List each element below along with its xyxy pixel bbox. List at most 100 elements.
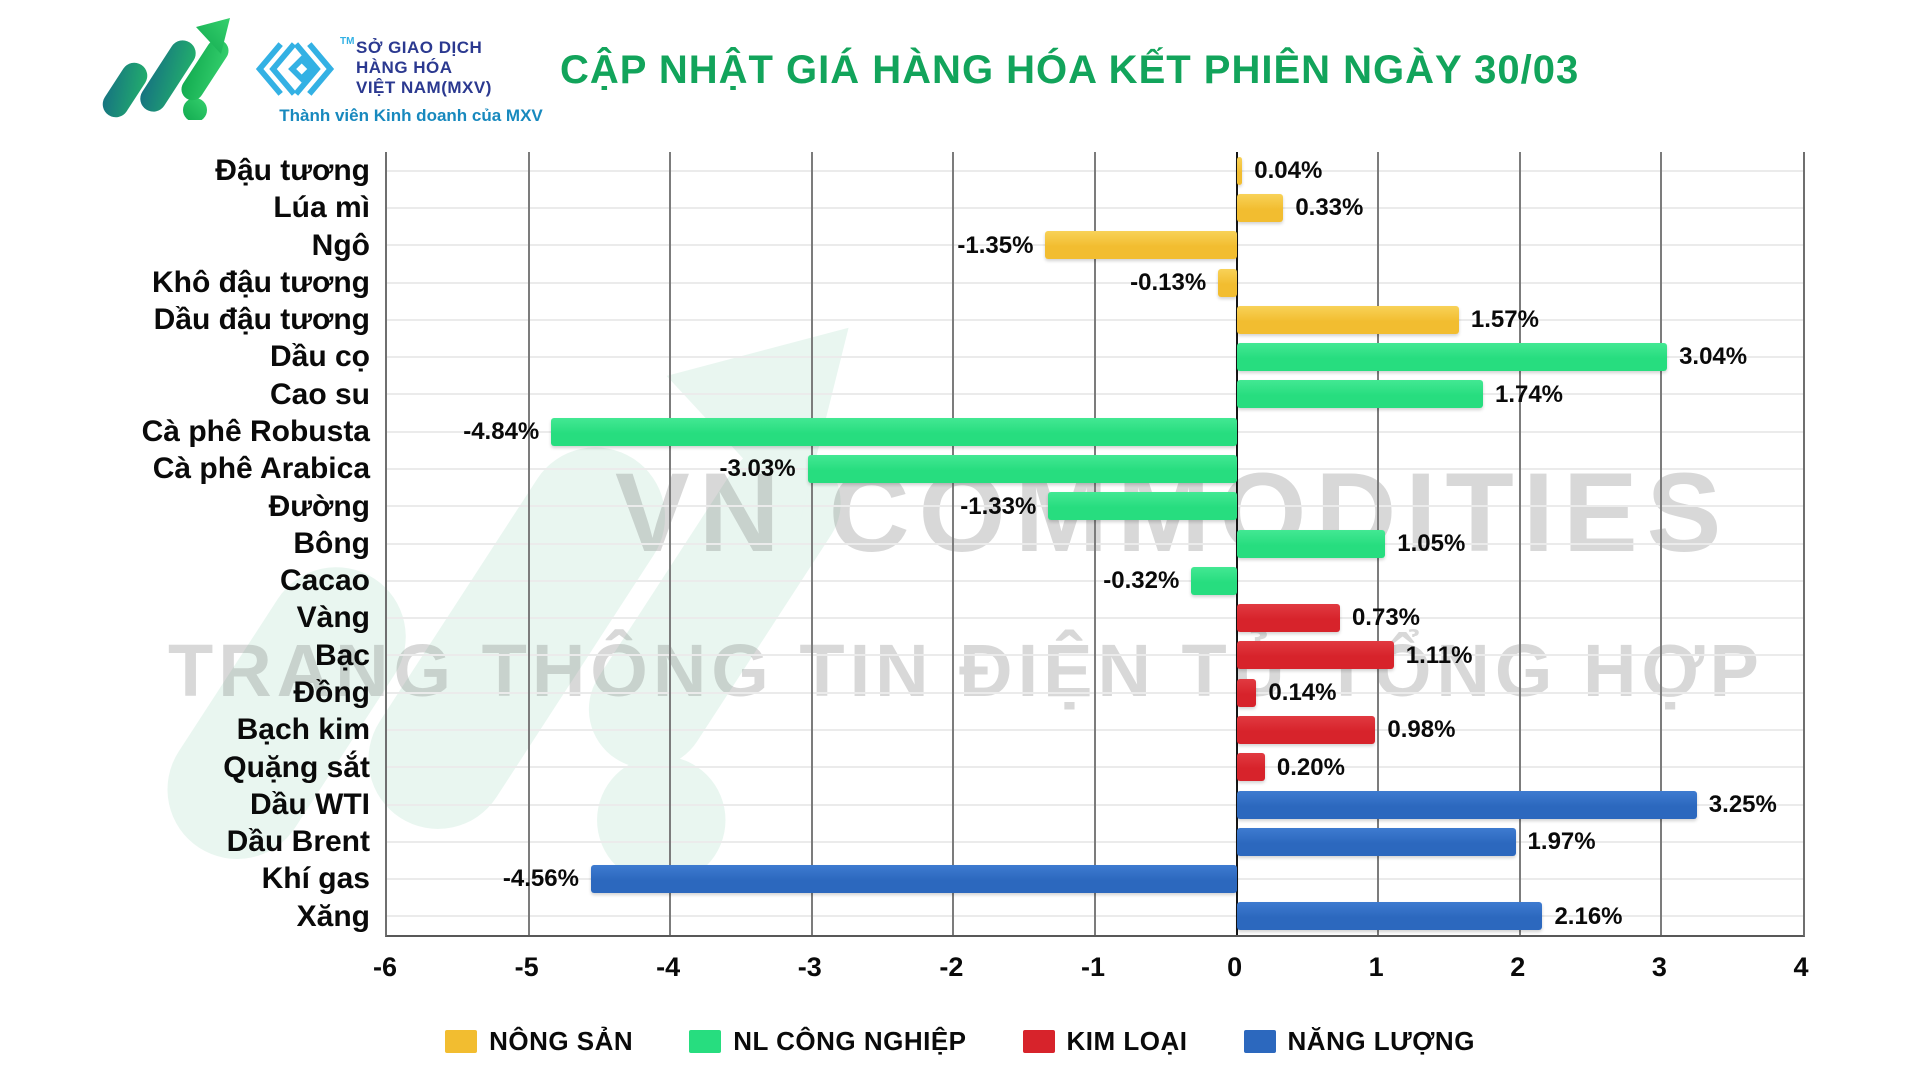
mxv-tagline: Thành viên Kinh doanh của MXV xyxy=(279,106,543,125)
legend-swatch xyxy=(689,1030,722,1053)
category-label: Đường xyxy=(268,489,370,523)
category-label: Bạc xyxy=(314,638,370,672)
x-tick-label: -1 xyxy=(1080,952,1106,982)
x-tick-label: -2 xyxy=(939,952,964,982)
bar-kim_loai xyxy=(1236,604,1340,633)
page-title: CẬP NHẬT GIÁ HÀNG HÓA KẾT PHIÊN NGÀY 30/… xyxy=(560,48,1580,92)
bar-nong_san xyxy=(1236,193,1284,222)
bar-value-label: 1.74% xyxy=(1494,380,1564,408)
vertical-gridline xyxy=(1660,152,1663,935)
bar-nl_cong_nghiep xyxy=(1236,343,1668,372)
bar-nang_luong xyxy=(1236,902,1543,931)
legend-item: NL CÔNG NGHIỆP xyxy=(689,1026,966,1057)
category-label: Xăng xyxy=(296,899,370,933)
bar-value-label: 0.73% xyxy=(1351,604,1421,632)
bar-nang_luong xyxy=(1236,790,1697,819)
bar-value-label: -0.13% xyxy=(1130,268,1207,296)
category-label: Cacao xyxy=(279,564,370,598)
bar-value-label: -4.84% xyxy=(463,418,540,445)
bar-value-label: 2.16% xyxy=(1554,902,1623,930)
bar-nong_san xyxy=(1236,156,1243,185)
bar-value-label: 0.20% xyxy=(1276,753,1345,781)
legend: NÔNG SẢN NL CÔNG NGHIỆP KIM LOẠI NĂNG LƯỢNG xyxy=(0,1026,1920,1057)
vertical-gridline xyxy=(810,152,813,935)
bar-kim_loai xyxy=(1236,753,1265,782)
category-label: Bông xyxy=(293,526,370,560)
legend-label: KIM LOẠI xyxy=(1066,1026,1188,1056)
bar-value-label: 1.57% xyxy=(1470,306,1539,334)
x-tick-label: -4 xyxy=(656,952,681,982)
bar-value-label: -3.03% xyxy=(719,455,796,483)
bar-kim_loai xyxy=(1236,678,1257,707)
trademark-symbol: TM xyxy=(340,36,355,47)
bar-nong_san xyxy=(1236,305,1459,334)
watermark-text-2: TRANG THÔNG TIN ĐIỆN TỬ TỔNG HỢP xyxy=(168,629,1764,712)
category-label-column: Đậu tương Lúa mì Ngô Khô đậu tương Dầu đậu t… xyxy=(48,152,370,935)
category-label: Đồng xyxy=(293,676,370,709)
bar-value-label: -0.32% xyxy=(1103,567,1180,595)
bar-nl_cong_nghiep xyxy=(1048,492,1237,521)
x-tick-label: 2 xyxy=(1510,952,1526,982)
legend-item: KIM LOẠI xyxy=(1022,1026,1188,1057)
vertical-gridline xyxy=(669,152,672,935)
bar-nl_cong_nghiep xyxy=(807,454,1237,483)
x-tick-label: 1 xyxy=(1368,952,1384,982)
category-label: Vàng xyxy=(296,601,370,635)
legend-swatch xyxy=(1243,1030,1276,1053)
category-label: Cà phê Arabica xyxy=(152,452,370,486)
category-label: Quặng sắt xyxy=(223,750,370,784)
bar-kim_loai xyxy=(1236,715,1376,744)
legend-label: NĂNG LƯỢNG xyxy=(1287,1026,1475,1056)
bar-value-label: -4.56% xyxy=(502,865,579,893)
category-label: Dầu cọ xyxy=(269,340,370,374)
category-label: Dầu đậu tương xyxy=(153,303,370,337)
bar-nl_cong_nghiep xyxy=(1236,529,1386,558)
legend-label: NL CÔNG NGHIỆP xyxy=(733,1026,967,1056)
bar-nang_luong xyxy=(590,865,1237,894)
mxv-name-text: SỞ GIAO DỊCH HÀNG HÓA VIỆT NAM(MXV) xyxy=(356,38,492,97)
mxv-diamond-icon xyxy=(255,42,335,96)
vertical-gridline xyxy=(952,152,955,935)
category-label: Bạch kim xyxy=(236,713,370,747)
bar-value-label: 0.04% xyxy=(1254,157,1323,184)
x-tick-label: -6 xyxy=(372,952,398,982)
bar-value-label: 0.14% xyxy=(1268,679,1337,706)
category-label: Dầu WTI xyxy=(250,787,370,821)
x-tick-label: 0 xyxy=(1227,952,1243,982)
bar-value-label: 0.33% xyxy=(1295,194,1364,222)
category-label: Ngô xyxy=(311,228,370,262)
growth-arrow-logo xyxy=(102,18,230,120)
bar-nang_luong xyxy=(1236,827,1516,856)
category-label: Dầu Brent xyxy=(226,825,370,859)
legend-item: NÔNG SẢN xyxy=(445,1026,633,1057)
plot-area: 0.04% 0.33% -1.35% -0.13% 1.57% 3.04% 1.74% -4.… xyxy=(385,152,1805,937)
legend-swatch xyxy=(1022,1030,1055,1053)
vertical-gridline xyxy=(1094,152,1096,935)
category-label: Khô đậu tương xyxy=(151,265,370,299)
bar-nong_san xyxy=(1045,231,1237,260)
bar-value-label: 3.04% xyxy=(1679,343,1748,371)
x-tick-label: 3 xyxy=(1651,952,1667,982)
mxv-logo-block: TM SỞ GIAO DỊCH HÀNG HÓA VIỆT NAM(MXV) T… xyxy=(252,36,562,125)
bar-kim_loai xyxy=(1236,641,1394,670)
bar-value-label: 3.25% xyxy=(1708,790,1777,818)
category-label: Khí gas xyxy=(261,862,370,896)
legend-swatch xyxy=(445,1030,478,1053)
category-label: Đậu tương xyxy=(215,154,370,187)
legend-item: NĂNG LƯỢNG xyxy=(1243,1026,1475,1057)
bar-value-label: -1.33% xyxy=(960,492,1037,520)
vertical-gridline xyxy=(1518,152,1521,935)
category-label: Cao su xyxy=(269,377,370,411)
bar-value-label: 1.97% xyxy=(1527,828,1596,856)
x-tick-label: -3 xyxy=(797,952,822,982)
x-tick-label: 4 xyxy=(1793,952,1809,982)
bar-nl_cong_nghiep xyxy=(1191,566,1237,595)
vertical-gridline xyxy=(527,152,530,935)
bar-nl_cong_nghiep xyxy=(551,417,1237,446)
category-label: Cà phê Robusta xyxy=(141,415,370,448)
bar-value-label: 1.05% xyxy=(1397,529,1466,557)
bar-value-label: 0.98% xyxy=(1387,716,1456,744)
legend-label: NÔNG SẢN xyxy=(489,1026,634,1056)
category-label: Lúa mì xyxy=(273,191,370,225)
